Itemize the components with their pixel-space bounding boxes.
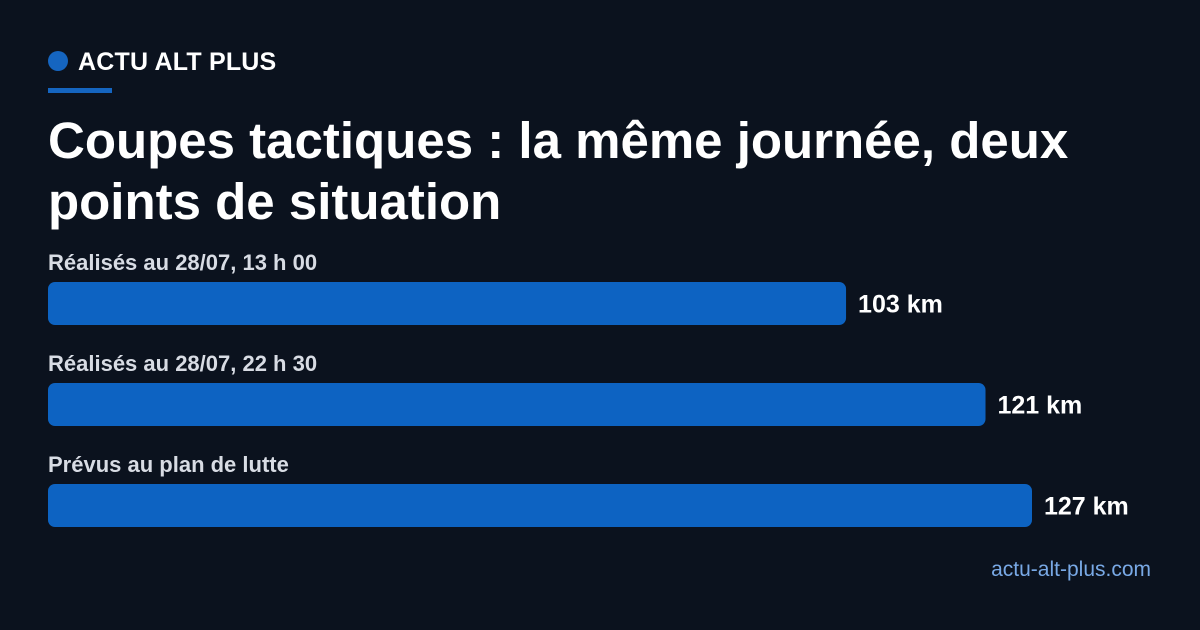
- brand: ACTU ALT PLUS: [48, 48, 276, 77]
- bar: [48, 484, 1032, 527]
- bar: [48, 282, 847, 325]
- page-title: Coupes tactiques : la même journée, deux…: [48, 112, 1069, 230]
- brand-underline: [48, 88, 112, 93]
- bar-value-label: 121 km: [998, 392, 1083, 420]
- bar-category-label: Réalisés au 28/07, 13 h 00: [48, 250, 317, 275]
- bar-category-label: Réalisés au 28/07, 22 h 30: [48, 351, 317, 376]
- brand-name: ACTU ALT PLUS: [78, 48, 277, 76]
- footer-site-url: actu-alt-plus.com: [991, 558, 1151, 581]
- bar-category-label: Prévus au plan de lutte: [48, 452, 289, 477]
- bar: [48, 383, 986, 426]
- dot-icon: [48, 50, 68, 71]
- bar-value-label: 103 km: [858, 291, 943, 319]
- bar-value-label: 127 km: [1044, 493, 1129, 521]
